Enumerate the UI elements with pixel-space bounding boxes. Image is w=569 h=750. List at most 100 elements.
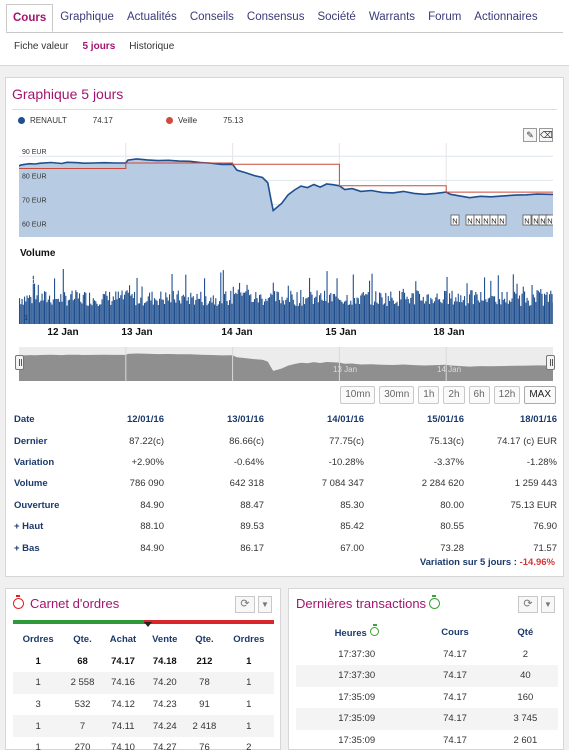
volume-bar bbox=[481, 300, 483, 324]
volume-bar bbox=[166, 297, 168, 324]
tab-7[interactable]: Forum bbox=[428, 11, 462, 23]
transaction-row: 17:35:09 74.17 3 745 bbox=[296, 708, 558, 730]
volume-bar bbox=[189, 304, 191, 324]
x-tick-label: 13 Jan bbox=[121, 327, 153, 338]
volume-bar bbox=[551, 294, 553, 324]
volume-bar bbox=[222, 270, 224, 324]
volume-bar bbox=[264, 301, 266, 324]
volume-bar bbox=[92, 298, 94, 324]
volume-bar bbox=[372, 305, 374, 324]
volume-bar bbox=[66, 305, 68, 324]
subtab-2[interactable]: Historique bbox=[129, 41, 175, 52]
tab-6[interactable]: Warrants bbox=[368, 11, 416, 23]
volume-bar bbox=[465, 305, 467, 324]
volume-bar bbox=[252, 301, 254, 324]
zoom-button-6[interactable]: MAX bbox=[524, 386, 556, 404]
zoom-button-4[interactable]: 6h bbox=[468, 386, 490, 404]
news-marker-icon[interactable]: N bbox=[545, 214, 553, 226]
news-marker-icon[interactable]: N bbox=[489, 214, 499, 226]
eraser-icon[interactable]: ⌫ bbox=[539, 128, 553, 142]
order-cell: 532 bbox=[74, 699, 91, 711]
volume-bar bbox=[392, 300, 394, 324]
volume-bar bbox=[217, 304, 219, 324]
tab-5[interactable]: Société bbox=[317, 11, 356, 23]
sub-tabs: Fiche valeur 5 jours Historique bbox=[14, 41, 188, 52]
volume-bar bbox=[464, 296, 466, 324]
volume-bar bbox=[85, 292, 87, 324]
volume-bar bbox=[365, 294, 367, 324]
volume-bar bbox=[547, 301, 549, 324]
volume-bar bbox=[235, 292, 237, 324]
order-cell: 74.10 bbox=[111, 742, 135, 750]
volume-bar bbox=[485, 299, 487, 324]
zoom-button-0[interactable]: 10mn bbox=[340, 386, 376, 404]
volume-bar bbox=[316, 290, 318, 324]
volume-bar bbox=[371, 273, 373, 324]
tab-8[interactable]: Actionnaires bbox=[474, 11, 538, 23]
tab-2[interactable]: Actualités bbox=[126, 11, 177, 23]
news-marker-icon[interactable]: N bbox=[522, 214, 532, 226]
navigator-right-handle[interactable] bbox=[546, 355, 555, 370]
volume-bar bbox=[34, 283, 36, 324]
order-cell: 76 bbox=[199, 742, 210, 750]
order-cell: 1 bbox=[246, 655, 252, 667]
volume-bar bbox=[540, 289, 542, 324]
news-marker-icon[interactable]: N bbox=[473, 214, 483, 226]
volume-bar bbox=[120, 295, 122, 324]
order-cell: 74.20 bbox=[144, 672, 186, 694]
range-navigator[interactable]: 13 Jan 14 Jan bbox=[19, 347, 553, 381]
volume-bar bbox=[290, 290, 292, 324]
volume-bar bbox=[207, 303, 209, 324]
volume-bar bbox=[395, 303, 397, 324]
column-header: Qte. bbox=[73, 634, 92, 646]
zoom-button-1[interactable]: 30mn bbox=[379, 386, 415, 404]
chevron-down-icon[interactable]: ▼ bbox=[541, 596, 555, 613]
chart-tools: ✎ ⌫ bbox=[521, 128, 553, 142]
refresh-icon[interactable]: ⟳ bbox=[235, 596, 255, 613]
zoom-button-5[interactable]: 12h bbox=[493, 386, 521, 404]
order-cell: 68 bbox=[77, 655, 88, 667]
volume-bar bbox=[454, 301, 456, 324]
volume-axis-label: 100 bbox=[24, 279, 36, 286]
tab-4[interactable]: Consensus bbox=[246, 11, 305, 23]
volume-bar bbox=[32, 275, 34, 324]
tab-3[interactable]: Conseils bbox=[189, 11, 234, 23]
table-cell: 76.90 bbox=[533, 521, 557, 533]
navigator-left-handle[interactable] bbox=[15, 355, 24, 370]
volume-bar bbox=[24, 296, 26, 324]
zoom-button-2[interactable]: 1h bbox=[418, 386, 440, 404]
column-header: 15/01/16 bbox=[427, 414, 464, 426]
chevron-down-icon[interactable]: ▼ bbox=[258, 596, 272, 613]
legend-item-veille[interactable]: Veille 75.13 bbox=[166, 116, 243, 125]
order-cell: 1 bbox=[13, 672, 64, 694]
volume-bar bbox=[260, 294, 262, 324]
tab-0[interactable]: Cours bbox=[6, 4, 54, 32]
order-book-controls: ⟳ ▼ bbox=[232, 596, 272, 613]
news-marker-icon[interactable]: N bbox=[450, 214, 460, 226]
volume-bar bbox=[224, 294, 226, 324]
refresh-icon[interactable]: ⟳ bbox=[518, 596, 538, 613]
volume-bar bbox=[491, 295, 493, 324]
news-marker-icon[interactable]: N bbox=[497, 214, 507, 226]
news-marker-icon[interactable]: N bbox=[481, 214, 491, 226]
news-marker-icon[interactable]: N bbox=[465, 214, 475, 226]
column-header: Cours bbox=[417, 622, 492, 644]
volume-bar bbox=[284, 304, 286, 324]
volume-bar bbox=[75, 290, 77, 324]
legend-item-renault[interactable]: RENAULT 74.17 bbox=[18, 116, 113, 125]
volume-bar bbox=[476, 294, 478, 324]
volume-bar bbox=[112, 296, 114, 324]
stopwatch-icon bbox=[13, 595, 24, 609]
volume-bar bbox=[467, 303, 469, 324]
volume-chart[interactable]: 100 1 bbox=[19, 262, 553, 324]
subtab-0[interactable]: Fiche valeur bbox=[14, 41, 69, 52]
tab-1[interactable]: Graphique bbox=[60, 11, 114, 23]
subtab-1[interactable]: 5 jours bbox=[82, 41, 116, 52]
row-label: Variation bbox=[14, 456, 55, 468]
zoom-button-3[interactable]: 2h bbox=[443, 386, 465, 404]
volume-bar bbox=[216, 305, 218, 324]
order-cell: 1 bbox=[223, 715, 274, 737]
pencil-icon[interactable]: ✎ bbox=[523, 128, 537, 142]
volume-bar bbox=[429, 303, 431, 324]
